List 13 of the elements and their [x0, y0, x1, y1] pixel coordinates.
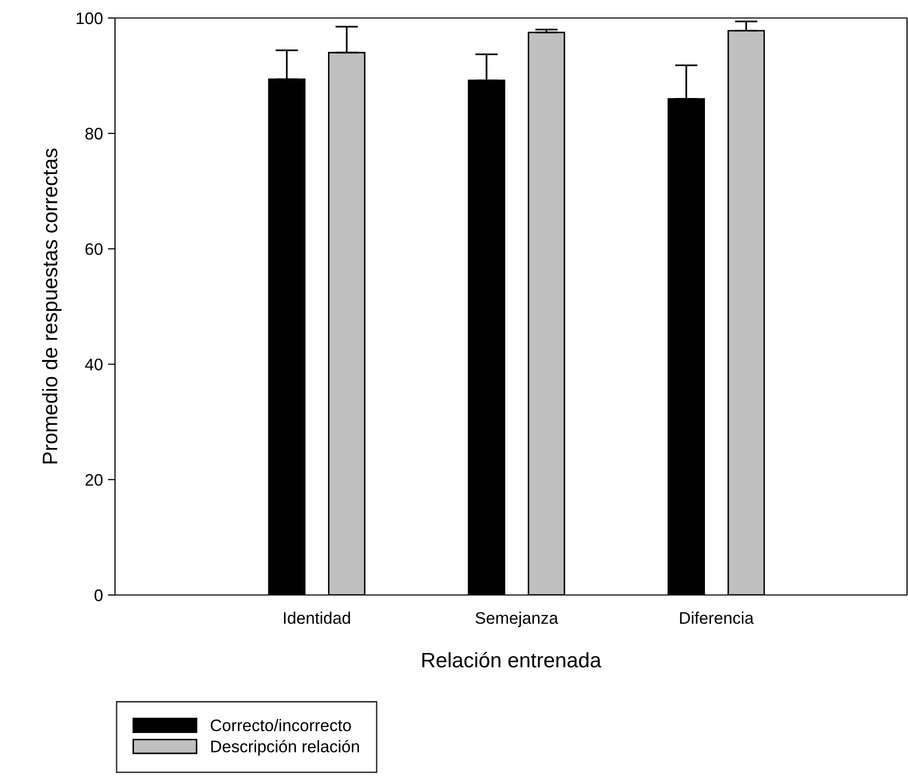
x-tick-label: Semejanza — [476, 612, 558, 628]
x-axis-title: Relación entrenada — [422, 652, 602, 668]
y-tick-label: 40 — [85, 358, 103, 370]
y-axis-title: Promedio de respuestas correctas — [42, 148, 62, 464]
y-tick-label: 20 — [85, 474, 103, 486]
x-tick-label: Diferencia — [680, 612, 754, 624]
legend-label: Correcto/incorrecto — [210, 719, 351, 732]
y-tick-label: 100 — [76, 12, 103, 24]
x-tick-label: Identidad — [284, 612, 350, 624]
y-tick-label: 60 — [86, 243, 103, 256]
y-tick-label: 80 — [85, 128, 103, 140]
legend-label: Descripción relación — [211, 740, 359, 756]
y-tick-label: 0 — [94, 589, 103, 602]
